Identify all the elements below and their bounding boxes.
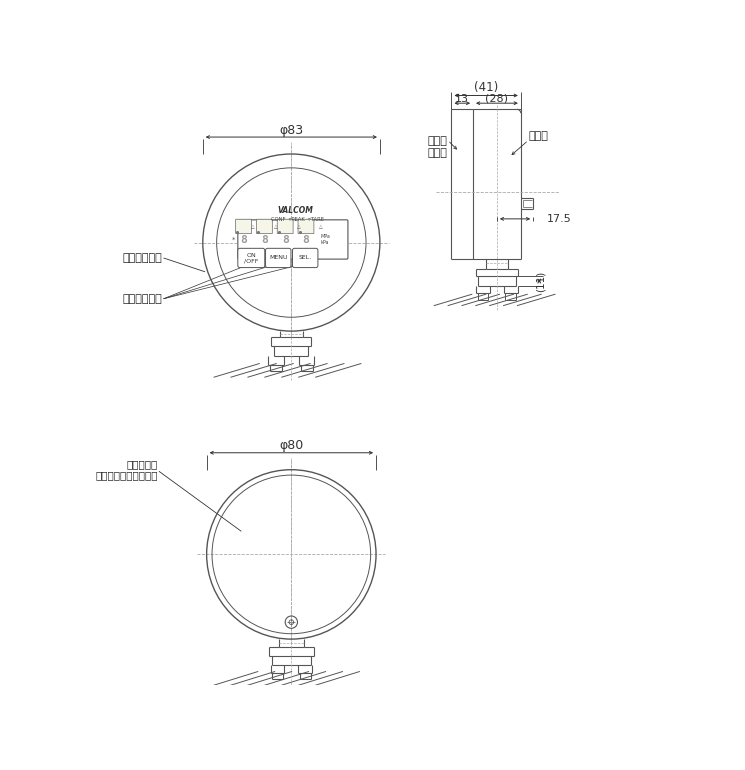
Text: リング
カバー: リング カバー — [428, 136, 448, 158]
Text: ボディ: ボディ — [528, 132, 548, 141]
Text: 8: 8 — [302, 236, 309, 245]
Text: △: △ — [297, 224, 301, 229]
Text: 8: 8 — [282, 236, 288, 245]
Text: VALCOM: VALCOM — [277, 206, 313, 215]
Text: 8: 8 — [240, 236, 247, 245]
Text: φ83: φ83 — [279, 125, 303, 137]
Text: ディスプレイ: ディスプレイ — [123, 253, 162, 263]
Text: MPa
kPa: MPa kPa — [320, 234, 330, 245]
Text: φ80: φ80 — [279, 439, 303, 451]
Text: 8: 8 — [261, 236, 267, 245]
Text: (11): (11) — [536, 270, 546, 292]
Text: 17.5: 17.5 — [547, 214, 571, 224]
Text: CONF  ▿PEAK  ▿TARE: CONF ▿PEAK ▿TARE — [271, 217, 324, 222]
FancyBboxPatch shape — [277, 219, 293, 233]
Text: MENU: MENU — [269, 256, 288, 260]
Text: (28): (28) — [486, 94, 508, 103]
FancyBboxPatch shape — [238, 219, 348, 259]
Text: △: △ — [251, 224, 255, 229]
Text: 大気開放穴
（防水フィルター付）: 大気開放穴 （防水フィルター付） — [95, 459, 158, 480]
Text: SEL.: SEL. — [299, 256, 312, 260]
Text: *: * — [232, 237, 235, 243]
FancyBboxPatch shape — [265, 248, 291, 267]
FancyBboxPatch shape — [256, 219, 273, 233]
Text: △: △ — [274, 224, 278, 229]
Text: (41): (41) — [474, 82, 498, 94]
Text: 設定スイッチ: 設定スイッチ — [123, 294, 162, 303]
FancyBboxPatch shape — [298, 219, 314, 233]
FancyBboxPatch shape — [235, 219, 252, 233]
Text: △: △ — [319, 224, 323, 229]
Text: 13: 13 — [455, 94, 469, 103]
Text: ON
/OFF: ON /OFF — [244, 253, 259, 263]
FancyBboxPatch shape — [238, 248, 264, 267]
FancyBboxPatch shape — [293, 248, 318, 267]
